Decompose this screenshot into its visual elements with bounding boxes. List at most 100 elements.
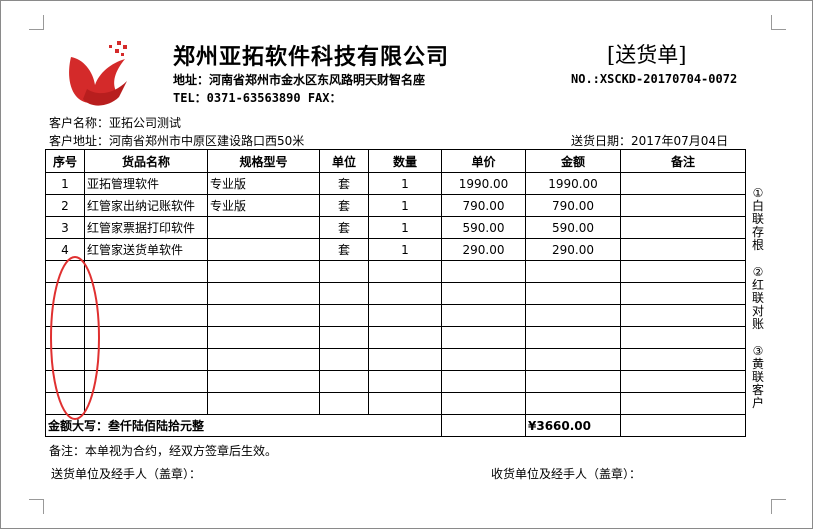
table-row: 2 红管家出纳记账软件 专业版套 1 790.00 790.00 <box>45 194 746 217</box>
column-header: 金额 <box>525 149 621 173</box>
column-header: 规格型号 <box>207 149 320 173</box>
table-cell: 1 <box>368 238 442 261</box>
total-amount: ¥3660.00 <box>525 414 621 437</box>
crop-mark <box>771 15 786 30</box>
table-cell <box>620 194 746 217</box>
empty-row <box>45 326 746 349</box>
table-cell <box>207 348 320 371</box>
table-cell <box>207 304 320 327</box>
table-cell <box>441 370 526 393</box>
table-cell <box>368 326 442 349</box>
table-cell <box>207 326 320 349</box>
table-cell <box>319 392 369 415</box>
table-cell <box>525 348 621 371</box>
table-cell: 3 <box>45 216 85 239</box>
document-number: NO.:XSCKD-20170704-0072 <box>571 72 738 86</box>
items-table: 序号 货品名称 规格型号 单位 数量 单价 金额 备注 1 亚拓管理软件 专业版套 1 1990.00… <box>45 149 746 437</box>
table-cell: 790.00 <box>441 194 526 217</box>
table-row: 4 红管家送货单软件套 1 290.00 290.00 <box>45 238 746 261</box>
table-cell <box>441 304 526 327</box>
document-title: [送货单] <box>607 43 687 67</box>
table-row: 3 红管家票据打印软件套 1 590.00 590.00 <box>45 216 746 239</box>
footer-note: 备注：本单视为合约，经双方签章后生效。 <box>49 444 278 458</box>
receiver-signature: 收货单位及经手人（盖章）： <box>491 467 642 481</box>
table-cell <box>368 304 442 327</box>
table-cell: 套 <box>319 216 369 239</box>
table-cell: 专业版 <box>207 172 320 195</box>
table-cell <box>368 370 442 393</box>
table-cell <box>620 216 746 239</box>
table-cell: 590.00 <box>441 216 526 239</box>
column-header: 数量 <box>368 149 442 173</box>
table-cell: 1990.00 <box>525 172 621 195</box>
table-cell <box>525 370 621 393</box>
total-in-words: 金额大写：叁仟陆佰陆拾元整 <box>45 414 442 437</box>
table-cell: 红管家票据打印软件 <box>84 216 208 239</box>
table-cell <box>525 392 621 415</box>
table-cell: 790.00 <box>525 194 621 217</box>
table-cell <box>368 392 442 415</box>
table-row: 1 亚拓管理软件 专业版套 1 1990.00 1990.00 <box>45 172 746 195</box>
empty-row <box>45 282 746 305</box>
table-cell <box>319 304 369 327</box>
customer-name: 客户名称：亚拓公司测试 <box>49 116 182 130</box>
table-cell <box>319 370 369 393</box>
table-cell <box>620 370 746 393</box>
table-cell: 亚拓管理软件 <box>84 172 208 195</box>
column-header: 备注 <box>620 149 746 173</box>
table-cell <box>368 348 442 371</box>
table-cell: 1990.00 <box>441 172 526 195</box>
column-header: 序号 <box>45 149 85 173</box>
table-cell <box>319 326 369 349</box>
company-name: 郑州亚拓软件科技有限公司 <box>173 44 450 70</box>
table-cell <box>441 392 526 415</box>
copy-label-white: ①白联存根 <box>751 186 764 252</box>
table-cell: 1 <box>45 172 85 195</box>
table-cell <box>207 370 320 393</box>
table-cell <box>525 326 621 349</box>
table-cell: 红管家出纳记账软件 <box>84 194 208 217</box>
column-header: 货品名称 <box>84 149 208 173</box>
copy-label-red: ②红联对账 <box>751 265 764 331</box>
crop-mark <box>771 499 786 514</box>
table-cell: 套 <box>319 238 369 261</box>
table-cell <box>207 216 320 239</box>
table-cell <box>207 392 320 415</box>
crop-mark <box>29 15 44 30</box>
table-cell: 1 <box>368 172 442 195</box>
crop-mark <box>29 499 44 514</box>
table-cell <box>319 260 369 283</box>
table-cell <box>207 282 320 305</box>
table-cell: 1 <box>368 216 442 239</box>
table-cell <box>441 414 526 437</box>
empty-row <box>45 348 746 371</box>
table-cell: 套 <box>319 172 369 195</box>
sender-signature: 送货单位及经手人（盖章）： <box>51 467 202 481</box>
column-header: 单价 <box>441 149 526 173</box>
table-cell <box>620 172 746 195</box>
table-cell <box>620 304 746 327</box>
table-cell: 590.00 <box>525 216 621 239</box>
column-header: 单位 <box>319 149 369 173</box>
customer-address: 客户地址：河南省郑州市中原区建设路口西50米 <box>49 134 305 148</box>
table-cell <box>620 392 746 415</box>
table-cell: 套 <box>319 194 369 217</box>
table-cell <box>441 348 526 371</box>
table-cell <box>441 260 526 283</box>
table-cell: 2 <box>45 194 85 217</box>
total-row: 金额大写：叁仟陆佰陆拾元整 ¥3660.00 <box>45 414 746 437</box>
empty-row <box>45 260 746 283</box>
table-cell <box>620 282 746 305</box>
table-cell <box>319 282 369 305</box>
table-cell <box>620 260 746 283</box>
table-cell <box>441 282 526 305</box>
table-cell <box>525 304 621 327</box>
table-cell <box>620 414 746 437</box>
table-cell <box>368 260 442 283</box>
table-cell <box>620 348 746 371</box>
table-cell <box>525 282 621 305</box>
table-cell: 专业版 <box>207 194 320 217</box>
red-annotation-ellipse <box>50 256 100 420</box>
table-cell <box>620 326 746 349</box>
